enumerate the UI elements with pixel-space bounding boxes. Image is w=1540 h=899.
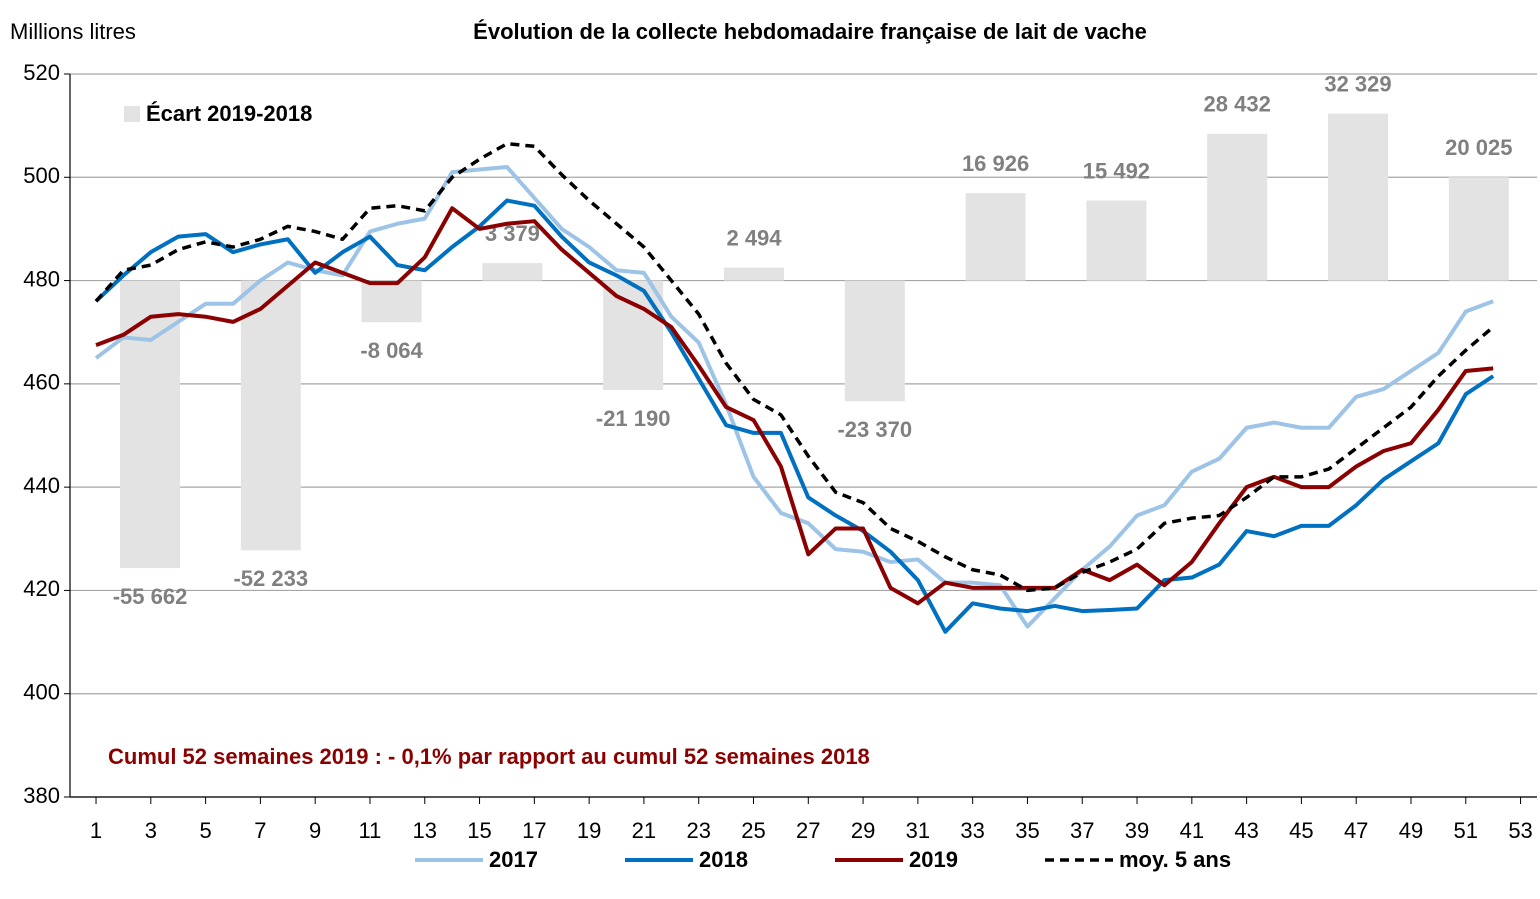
x-tick-label: 45 [1289, 818, 1313, 843]
x-tick-label: 39 [1125, 818, 1149, 843]
chart-title: Évolution de la collecte hebdomadaire fr… [473, 19, 1147, 44]
x-tick-label: 35 [1015, 818, 1039, 843]
x-tick-label: 7 [254, 818, 266, 843]
bar [361, 280, 422, 323]
x-tick-label: 41 [1180, 818, 1204, 843]
bar [844, 280, 905, 402]
x-tick-label: 25 [741, 818, 765, 843]
x-tick-label: 47 [1344, 818, 1368, 843]
x-tick-label: 9 [309, 818, 321, 843]
x-tick-label: 21 [632, 818, 656, 843]
bar [1207, 133, 1268, 281]
x-tick-label: 27 [796, 818, 820, 843]
bar [1328, 113, 1388, 281]
bar [120, 280, 180, 569]
x-tick-label: 51 [1454, 818, 1478, 843]
y-tick-label: 500 [23, 163, 60, 188]
x-tick-label: 37 [1070, 818, 1094, 843]
y-tick-label: 520 [23, 60, 60, 85]
series-line [94, 198, 1495, 634]
annotation: Cumul 52 semaines 2019 : - 0,1% par rapp… [108, 744, 870, 769]
bar [1448, 177, 1509, 281]
x-tick-label: 5 [199, 818, 211, 843]
bar-value-label: -23 370 [837, 417, 912, 442]
bar [240, 280, 301, 551]
legend-label: 2019 [909, 847, 958, 872]
y-tick-label: 400 [23, 680, 60, 705]
bar-value-label: 2 494 [726, 226, 782, 251]
plot: 380 400 420 440 460 480 500 520 -55 662 -52 233 -8… [23, 60, 1537, 872]
x-tick-label: 17 [522, 818, 546, 843]
x-tick-label: 23 [686, 818, 710, 843]
x-tick-label: 53 [1508, 818, 1532, 843]
y-axis-title: Millions litres [10, 19, 136, 44]
bar-value-label: 32 329 [1324, 71, 1391, 96]
bar [1086, 200, 1147, 281]
series-line [95, 206, 1494, 606]
bar [965, 193, 1026, 281]
x-tick-label: 3 [145, 818, 157, 843]
x-tick-label: 33 [960, 818, 984, 843]
bar-value-label: -55 662 [113, 584, 188, 609]
x-tick-label: 15 [467, 818, 491, 843]
y-tick-label: 480 [23, 266, 60, 291]
y-tick-label: 380 [23, 783, 60, 808]
series-line [94, 141, 1495, 593]
legend-label: Écart 2019-2018 [146, 101, 312, 126]
x-tick-label: 1 [90, 818, 102, 843]
bar [603, 280, 664, 391]
legend-label: 2017 [489, 847, 538, 872]
x-tick-label: 31 [906, 818, 930, 843]
series-line [94, 164, 1494, 629]
bar-value-label: -8 064 [360, 338, 423, 363]
y-tick-label: 440 [23, 473, 60, 498]
bar-value-label: -21 190 [596, 406, 671, 431]
y-tick-label: 460 [23, 370, 60, 395]
bar-value-label: 28 432 [1204, 92, 1271, 117]
bar-value-label: -52 233 [233, 566, 308, 591]
bar-value-label: 20 025 [1445, 135, 1512, 160]
bar-value-label: 15 492 [1083, 158, 1150, 183]
y-tick-label: 420 [23, 576, 60, 601]
x-tick-label: 19 [577, 818, 601, 843]
legend-swatch [124, 106, 140, 122]
x-tick-label: 49 [1399, 818, 1423, 843]
x-tick-label: 11 [359, 818, 382, 843]
bar-value-label: 16 926 [962, 151, 1029, 176]
bar [724, 267, 784, 281]
bar [482, 263, 543, 281]
x-tick-label: 43 [1234, 818, 1258, 843]
x-tick-label: 29 [851, 818, 875, 843]
x-tick-label: 13 [413, 818, 437, 843]
legend-label: moy. 5 ans [1119, 847, 1231, 872]
legend-label: 2018 [699, 847, 748, 872]
